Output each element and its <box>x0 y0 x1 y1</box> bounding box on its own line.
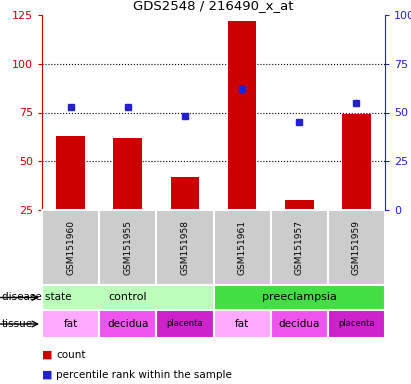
Bar <box>42 310 99 338</box>
Text: tissue: tissue <box>2 319 33 329</box>
Text: ■: ■ <box>42 350 53 360</box>
Text: control: control <box>109 293 147 303</box>
Text: GSM151957: GSM151957 <box>295 220 304 275</box>
Text: GSM151955: GSM151955 <box>123 220 132 275</box>
Bar <box>342 114 371 259</box>
Text: placenta: placenta <box>167 319 203 328</box>
Bar <box>213 310 271 338</box>
Text: fat: fat <box>63 319 78 329</box>
Title: GDS2548 / 216490_x_at: GDS2548 / 216490_x_at <box>133 0 294 12</box>
Bar <box>271 310 328 338</box>
Bar <box>42 285 213 310</box>
Text: fat: fat <box>235 319 249 329</box>
Text: percentile rank within the sample: percentile rank within the sample <box>56 370 232 380</box>
Bar <box>99 310 156 338</box>
Bar <box>56 136 85 259</box>
Bar <box>156 310 213 338</box>
Text: ■: ■ <box>42 370 53 380</box>
Bar <box>213 285 385 310</box>
Text: placenta: placenta <box>338 319 375 328</box>
Text: GSM151960: GSM151960 <box>66 220 75 275</box>
Text: decidua: decidua <box>279 319 320 329</box>
Text: GSM151958: GSM151958 <box>180 220 189 275</box>
Bar <box>228 21 256 259</box>
Text: GSM151961: GSM151961 <box>238 220 247 275</box>
Text: count: count <box>56 350 85 360</box>
Bar <box>328 310 385 338</box>
Text: disease state: disease state <box>2 293 72 303</box>
Bar <box>285 200 314 259</box>
Text: decidua: decidua <box>107 319 148 329</box>
Text: GSM151959: GSM151959 <box>352 220 361 275</box>
Bar <box>113 138 142 259</box>
Text: preeclampsia: preeclampsia <box>262 293 337 303</box>
Bar <box>171 177 199 259</box>
